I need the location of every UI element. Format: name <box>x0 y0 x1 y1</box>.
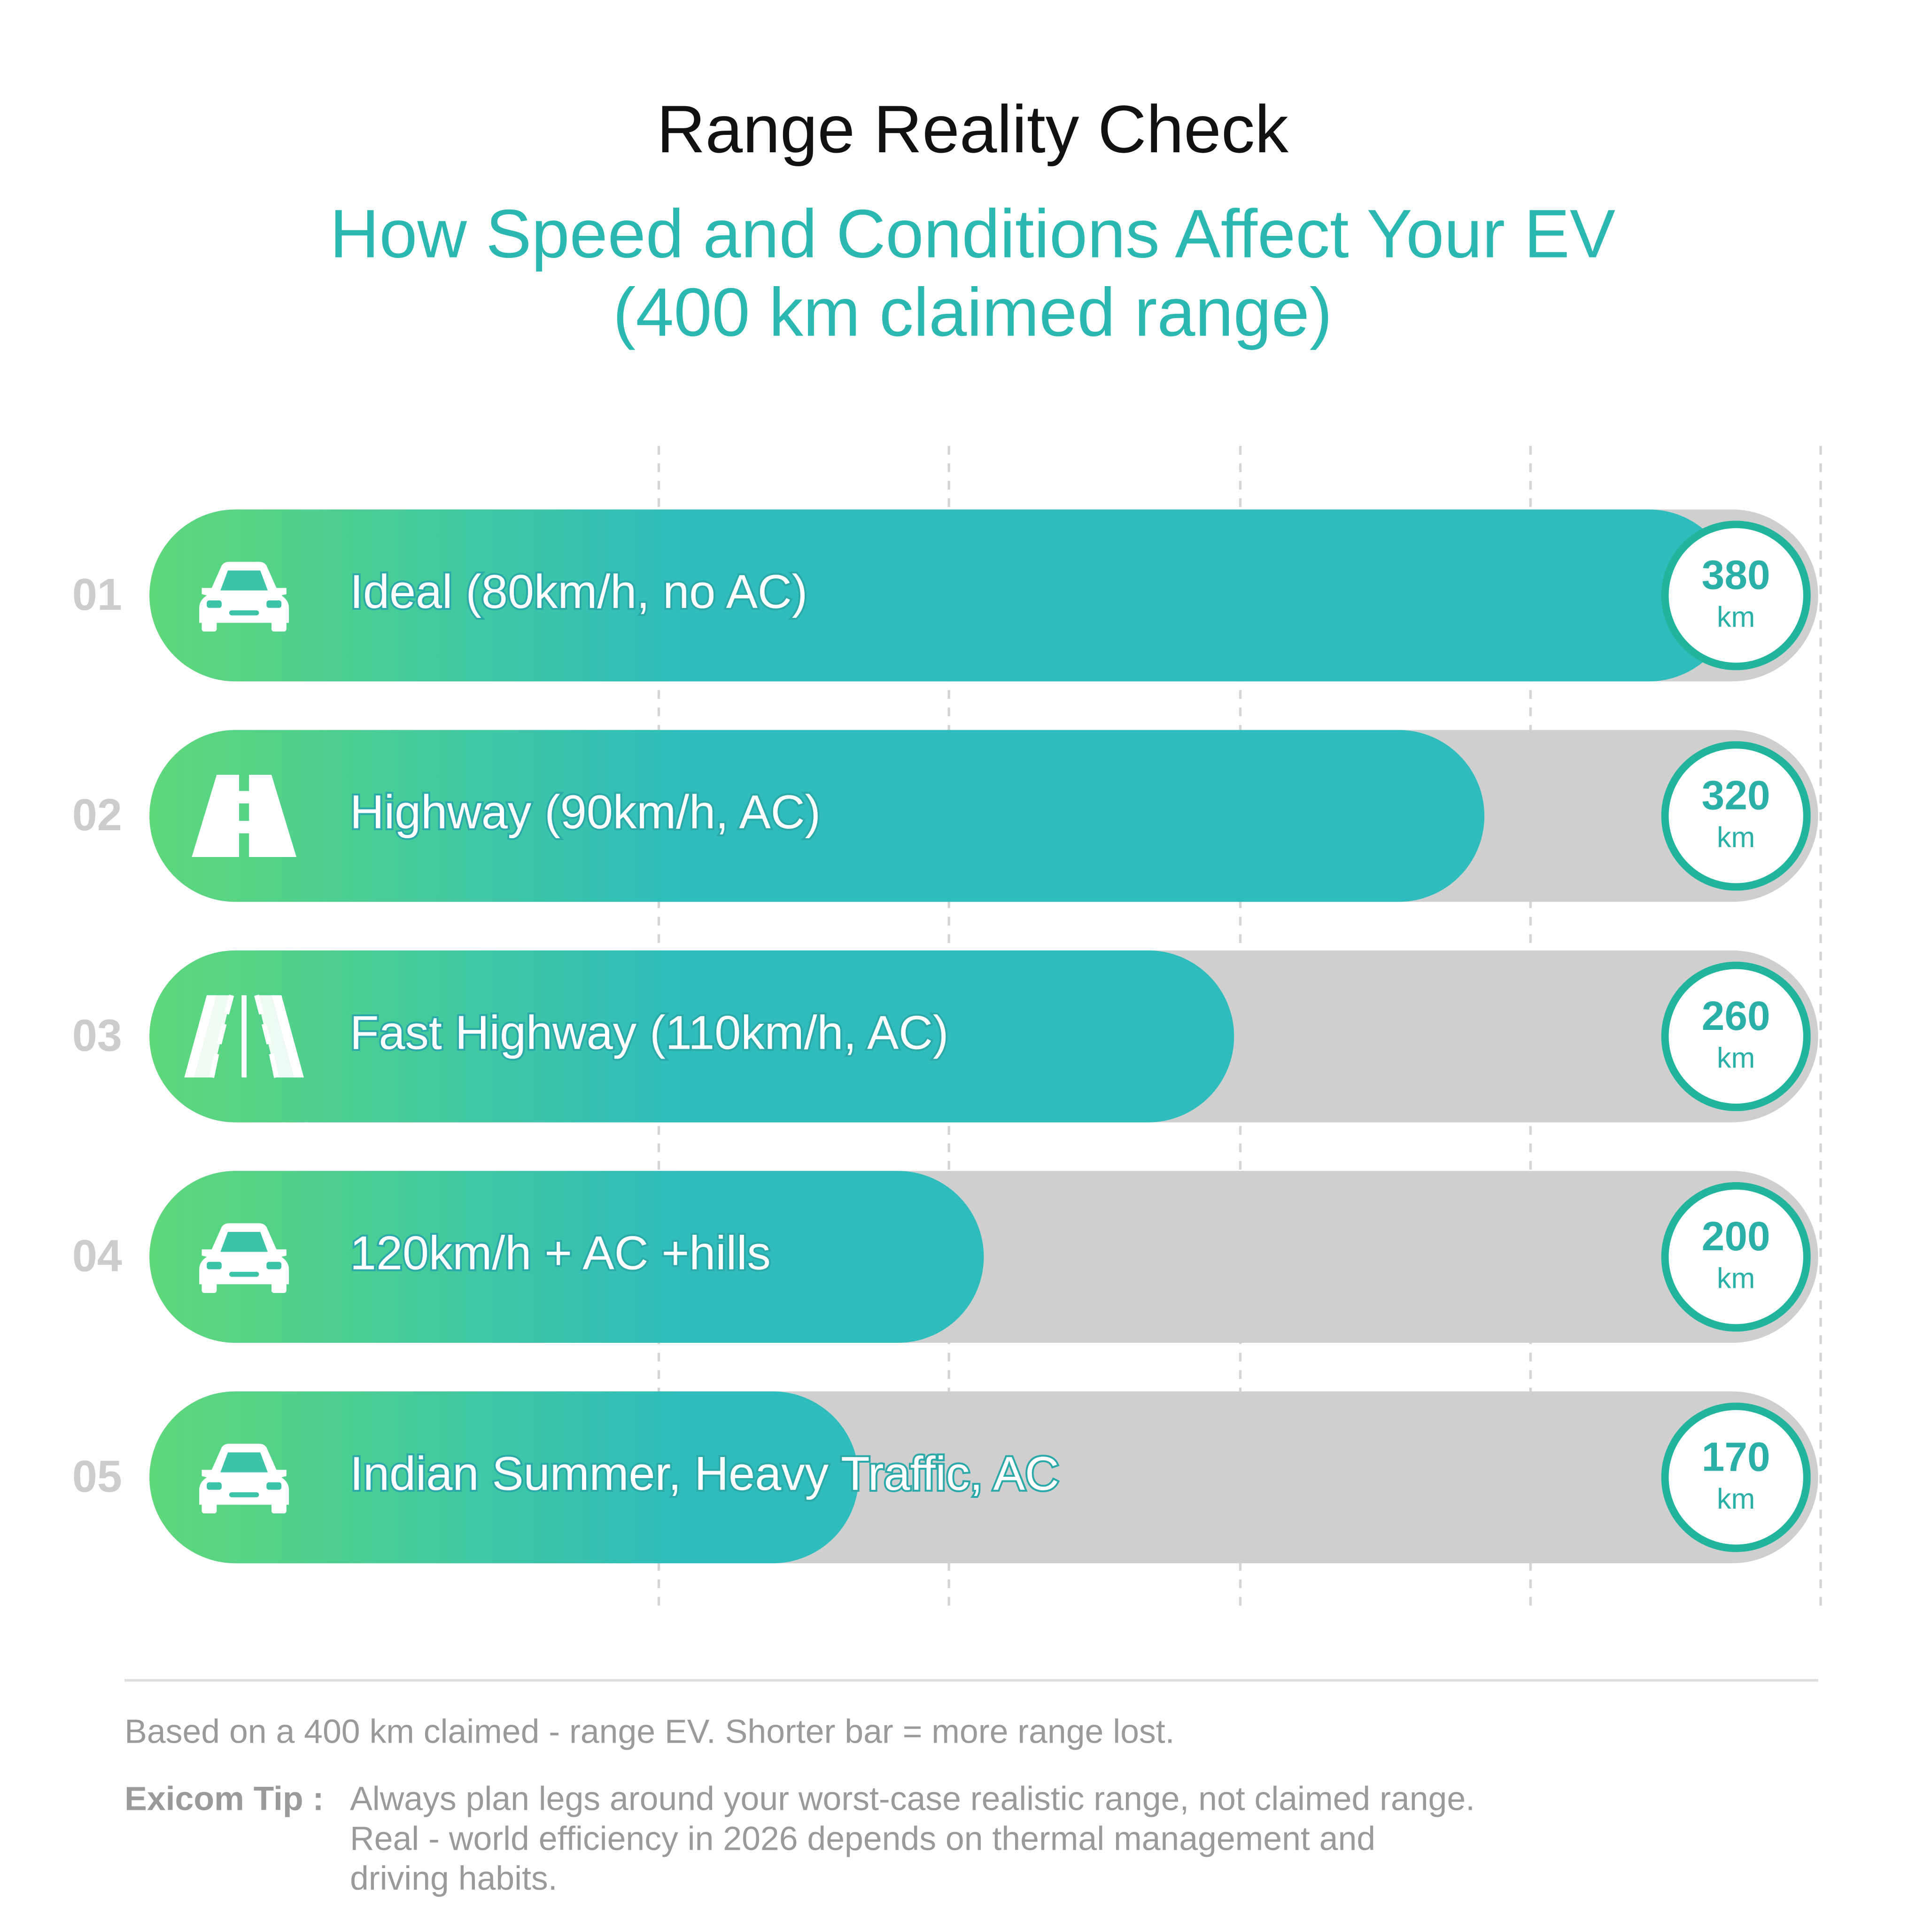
unit-label: km <box>1717 601 1755 633</box>
value-label: 260 <box>1702 993 1770 1039</box>
unit-label: km <box>1717 1042 1755 1074</box>
bar <box>149 950 1234 1122</box>
row-number: 04 <box>72 1231 122 1281</box>
value-label: 200 <box>1702 1213 1770 1259</box>
tip-text: Real - world efficiency in 2026 depends … <box>350 1820 1375 1857</box>
category-label: 120km/h + AC +hills <box>350 1227 771 1280</box>
chart-title: Range Reality Check <box>657 92 1288 167</box>
value-label: 320 <box>1702 772 1770 818</box>
bar <box>149 1171 984 1343</box>
value-label: 380 <box>1702 552 1770 598</box>
unit-label: km <box>1717 1483 1755 1515</box>
bar <box>149 1391 859 1564</box>
value-badge <box>1661 961 1811 1111</box>
tip-text: driving habits. <box>350 1860 558 1897</box>
footnote: Based on a 400 km claimed - range EV. Sh… <box>124 1713 1174 1750</box>
value-badge <box>1661 741 1811 891</box>
value-badge <box>1661 1402 1811 1552</box>
chart-subtitle: How Speed and Conditions Affect Your EV <box>330 195 1615 272</box>
value-badge <box>1661 1182 1811 1332</box>
tip-label: Exicom Tip : <box>124 1780 324 1817</box>
category-label: Highway (90km/h, AC) <box>350 786 821 839</box>
value-label: 170 <box>1702 1433 1770 1480</box>
unit-label: km <box>1717 1262 1755 1294</box>
row-number: 01 <box>72 570 122 620</box>
value-badge <box>1661 521 1811 670</box>
unit-label: km <box>1717 821 1755 853</box>
bar <box>149 509 1735 682</box>
category-label: Fast Highway (110km/h, AC) <box>350 1006 949 1059</box>
category-label: Indian Summer, Heavy Traffic, AC <box>350 1448 1059 1500</box>
bar <box>149 730 1485 902</box>
chart-subtitle: (400 km claimed range) <box>613 274 1333 351</box>
row-number: 02 <box>72 790 122 840</box>
category-label: Ideal (80km/h, no AC) <box>350 566 807 618</box>
row-number: 05 <box>72 1452 122 1502</box>
row-number: 03 <box>72 1011 122 1060</box>
tip-text: Always plan legs around your worst-case … <box>350 1780 1475 1817</box>
